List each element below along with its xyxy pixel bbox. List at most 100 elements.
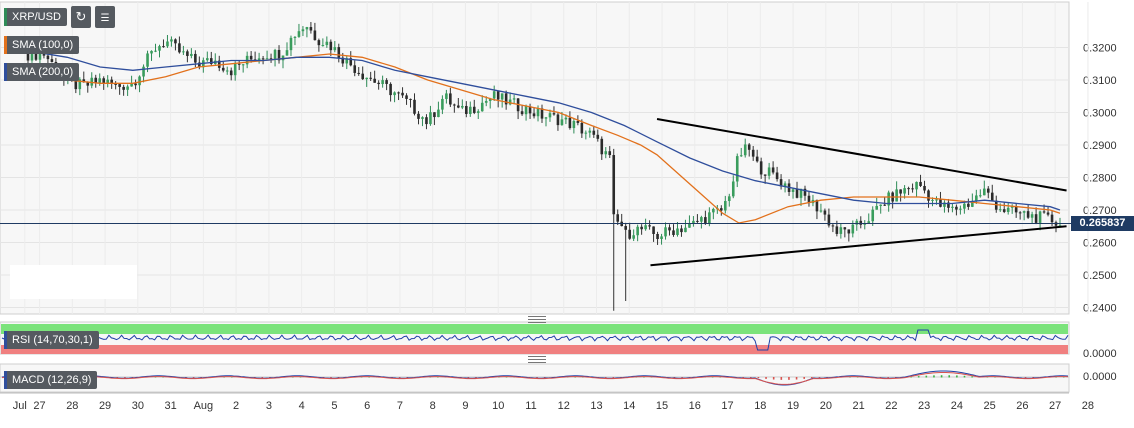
candle-body (572, 121, 576, 129)
candle-body (982, 188, 986, 196)
sma100-color-bar (4, 36, 7, 54)
macd-legend[interactable]: MACD (12,26,9) (4, 371, 98, 389)
candle-body (592, 130, 596, 135)
macd-label: MACD (12,26,9) (12, 374, 92, 386)
x-tick-label: 7 (397, 400, 403, 412)
candle-body (492, 91, 496, 99)
candle-body (78, 79, 82, 90)
candle-body (241, 64, 245, 66)
candle-body (82, 79, 86, 83)
candle-body (919, 181, 922, 186)
candle-body (823, 210, 827, 215)
x-axis: Jul 27 28 29 30 31 Aug 2 3 4 5 6 7 8 9 10 11 12 13 14 15 16 17… (0, 392, 1094, 412)
candle-body (437, 109, 440, 118)
candle-body (560, 119, 564, 126)
candle-body (317, 40, 321, 46)
indicators-button[interactable]: ☰ (95, 6, 115, 28)
candle-body (751, 149, 755, 157)
candle-body (357, 72, 361, 74)
candle-body (552, 113, 556, 115)
candle-body (365, 77, 368, 80)
candle-body (433, 112, 436, 118)
candle-body (1038, 211, 1042, 223)
candle-body (265, 58, 269, 60)
candle-body (867, 221, 871, 224)
candle-body (457, 105, 460, 108)
x-tick-label: 18 (754, 400, 766, 412)
x-tick-label: 16 (689, 400, 701, 412)
price-tick-label: 0.2800 (1083, 173, 1117, 185)
pane-resize-handle-macd[interactable] (528, 356, 546, 363)
indicators-icon: ☰ (100, 13, 110, 24)
candle-body (441, 98, 444, 110)
sma200-legend[interactable]: SMA (200,0) (4, 63, 80, 81)
candle-body (696, 220, 699, 222)
candle-body (998, 209, 1002, 211)
candle-body (815, 199, 819, 212)
x-tick-label: 19 (787, 400, 799, 412)
rsi-pane: 0.0000 (0, 321, 1117, 360)
candle-body (536, 108, 540, 117)
macd-pane: 0.0000 (0, 363, 1117, 393)
current-price-badge: 0.265837 (1071, 216, 1134, 231)
candle-body (373, 78, 376, 83)
candle-body (576, 121, 580, 123)
x-tick-label: 13 (590, 400, 602, 412)
x-tick-label: 28 (1082, 400, 1094, 412)
candle-body (90, 77, 94, 86)
x-tick-label: 21 (852, 400, 864, 412)
candle-body (281, 55, 285, 61)
candle-body (803, 188, 807, 196)
candle-body (680, 228, 683, 233)
candle-body (1030, 214, 1034, 218)
trendline (656, 118, 1067, 192)
x-tick-label: 28 (66, 400, 78, 412)
candle-body (257, 58, 261, 62)
candle-body (273, 49, 277, 60)
candle-body (963, 203, 966, 209)
candle-body (990, 192, 994, 201)
price-pane-bg (0, 1, 1070, 315)
macd-histogram-bar (543, 377, 546, 378)
price-tick-label: 0.3100 (1083, 75, 1117, 87)
macd-histogram-bar (681, 377, 683, 378)
macd-histogram-bar (971, 376, 973, 378)
candle-body (827, 214, 831, 226)
macd-color-bar (4, 371, 7, 389)
symbol-tag[interactable]: XRP/USD (4, 8, 67, 26)
price-tick-label: 0.2700 (1083, 205, 1117, 217)
candle-body (158, 46, 161, 51)
candle-body (935, 199, 938, 201)
sma100-legend[interactable]: SMA (100,0) (4, 36, 80, 54)
candle-body (847, 229, 851, 234)
candle-body (229, 70, 233, 76)
candle-body (1042, 211, 1046, 213)
x-tick-label: 11 (525, 400, 536, 412)
candle-body (895, 189, 898, 202)
candle-body (656, 233, 659, 240)
candle-body (496, 91, 500, 100)
x-tick-label: 14 (623, 400, 635, 412)
candle-body (449, 93, 452, 105)
pane-resize-handle-rsi[interactable] (528, 316, 546, 323)
candle-body (676, 228, 679, 235)
x-tick-label: Jul (13, 400, 27, 412)
macd-histogram-bar (894, 377, 897, 378)
candle-body (313, 30, 317, 41)
candle-body (122, 86, 125, 90)
symbol-label: XRP/USD (12, 11, 61, 23)
x-tick-label: 3 (266, 400, 272, 412)
candle-body (512, 98, 516, 100)
candle-body (684, 227, 687, 233)
candle-body (911, 188, 914, 190)
refresh-button[interactable]: ↻ (71, 6, 91, 28)
x-tick-label: 15 (656, 400, 668, 412)
candle-body (106, 79, 109, 84)
candle-body (1006, 207, 1010, 212)
candle-body (425, 117, 428, 125)
rsi-legend[interactable]: RSI (14,70,30,1) (4, 331, 99, 349)
candle-body (564, 117, 568, 120)
candle-body (951, 206, 954, 208)
candle-body (863, 223, 867, 225)
